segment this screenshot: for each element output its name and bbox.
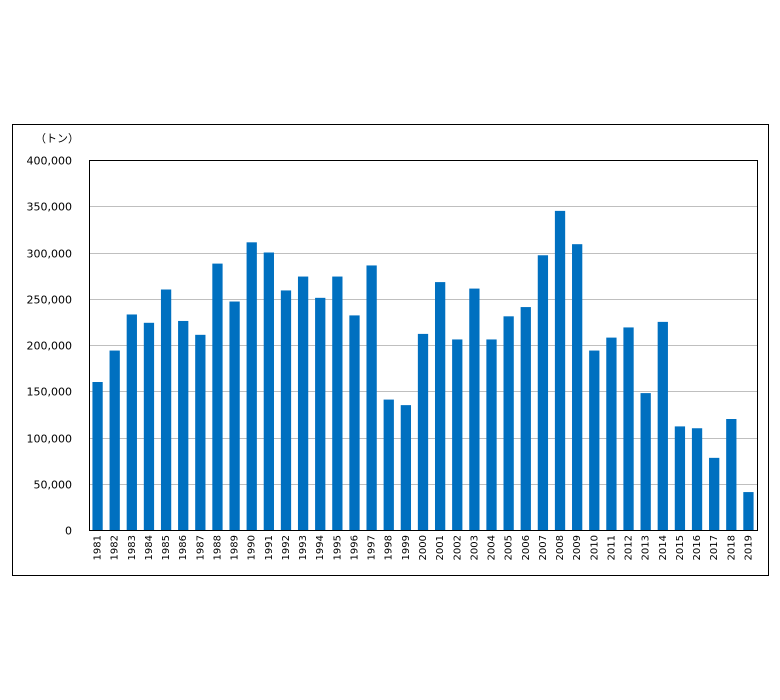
y-tick-label: 150,000 — [27, 386, 73, 399]
x-tick-label: 2009 — [572, 535, 583, 560]
x-tick-label: 2012 — [624, 535, 635, 560]
chart-frame: （トン） 0 50,000 100,000 150,000 200,000 250,000… — [12, 124, 769, 576]
x-tick-label: 2014 — [658, 535, 669, 560]
bar-2016 — [691, 428, 703, 530]
bar-2004 — [486, 339, 497, 530]
bar-2014 — [657, 321, 668, 531]
bar-series — [92, 210, 754, 531]
x-tick-label: 1999 — [401, 535, 412, 560]
x-tick-label: 1997 — [367, 535, 378, 560]
x-tick-label: 1982 — [110, 535, 121, 560]
x-tick-label: 2016 — [692, 535, 703, 560]
x-tick-label: 2007 — [538, 535, 549, 560]
y-tick-label: 50,000 — [34, 479, 73, 492]
x-tick-label: 1989 — [230, 535, 241, 560]
bar-1981 — [92, 382, 103, 530]
bar-2001 — [434, 282, 446, 530]
bar-1988 — [212, 263, 223, 530]
bar-2006 — [520, 307, 531, 530]
x-tick-label: 1995 — [332, 535, 343, 560]
x-tick-label: 1984 — [144, 535, 155, 560]
bar-2013 — [640, 393, 651, 530]
bar-1997 — [366, 265, 377, 530]
y-axis-ticks: 0 50,000 100,000 150,000 200,000 250,000 300,0… — [27, 155, 73, 538]
x-tick-label: 1981 — [93, 535, 104, 560]
y-tick-label: 200,000 — [27, 340, 73, 353]
x-tick-label: 1992 — [281, 535, 292, 560]
y-tick-label: 250,000 — [27, 294, 73, 307]
bar-2017 — [709, 457, 720, 530]
x-tick-label: 2002 — [452, 535, 463, 560]
bar-2011 — [606, 337, 617, 530]
x-tick-label: 2005 — [504, 535, 515, 560]
bar-1983 — [126, 314, 137, 530]
x-tick-label: 1987 — [195, 535, 206, 560]
bar-2012 — [623, 327, 634, 530]
y-tick-label: 350,000 — [27, 201, 73, 214]
x-tick-label: 2000 — [418, 535, 429, 560]
bar-1985 — [160, 289, 172, 530]
x-tick-label: 1996 — [349, 535, 360, 560]
x-tick-label: 2019 — [743, 535, 754, 560]
bar-1993 — [297, 276, 309, 530]
bar-2007 — [537, 255, 549, 530]
bar-2003 — [469, 288, 480, 530]
bar-2019 — [743, 492, 754, 530]
x-tick-label: 2017 — [709, 535, 720, 560]
x-axis-ticks: 1981 1982 1983 1984 1985 1986 1987 1988 1989 1990… — [93, 535, 755, 560]
bar-chart: （トン） 0 50,000 100,000 150,000 200,000 250,000… — [27, 132, 758, 560]
x-tick-label: 2010 — [589, 535, 600, 560]
bar-1992 — [280, 290, 292, 530]
bar-1991 — [263, 252, 274, 530]
bar-2008 — [554, 210, 566, 531]
bar-2018 — [726, 419, 737, 530]
bar-1995 — [332, 276, 343, 530]
y-tick-label: 0 — [65, 525, 72, 538]
bar-1996 — [349, 315, 360, 530]
x-tick-label: 1998 — [384, 535, 395, 560]
bar-1994 — [315, 297, 326, 530]
bar-2005 — [503, 316, 514, 530]
x-tick-label: 2015 — [675, 535, 686, 560]
x-tick-label: 2001 — [435, 535, 446, 560]
x-tick-label: 1986 — [178, 535, 189, 560]
x-tick-label: 2011 — [606, 535, 617, 560]
bar-1982 — [109, 350, 120, 530]
unit-label: （トン） — [35, 132, 79, 145]
bar-1998 — [383, 399, 394, 530]
x-tick-label: 1988 — [212, 535, 223, 560]
bar-1984 — [143, 322, 155, 530]
bar-1990 — [246, 242, 257, 530]
x-tick-label: 1983 — [127, 535, 138, 560]
x-tick-label: 2013 — [641, 535, 652, 560]
bar-2009 — [572, 244, 583, 530]
x-tick-label: 2004 — [487, 535, 498, 560]
x-tick-label: 1994 — [315, 535, 326, 560]
y-tick-label: 300,000 — [27, 248, 73, 261]
x-tick-label: 1985 — [161, 535, 172, 560]
x-tick-label: 1991 — [264, 535, 275, 560]
bar-1999 — [400, 405, 412, 531]
x-tick-label: 2018 — [726, 535, 737, 560]
x-tick-label: 2006 — [521, 535, 532, 560]
bar-1987 — [195, 334, 206, 530]
bar-2010 — [589, 350, 600, 530]
plot-area — [89, 160, 758, 531]
bar-1986 — [178, 320, 189, 530]
bar-1989 — [229, 301, 240, 530]
x-tick-label: 1990 — [247, 535, 258, 560]
bar-2000 — [417, 333, 429, 530]
x-tick-label: 1993 — [298, 535, 309, 560]
y-tick-label: 400,000 — [27, 155, 73, 168]
x-tick-label: 2008 — [555, 535, 566, 560]
bar-2015 — [674, 426, 686, 530]
y-tick-label: 100,000 — [27, 433, 73, 446]
bar-2002 — [452, 339, 463, 530]
x-tick-label: 2003 — [469, 535, 480, 560]
